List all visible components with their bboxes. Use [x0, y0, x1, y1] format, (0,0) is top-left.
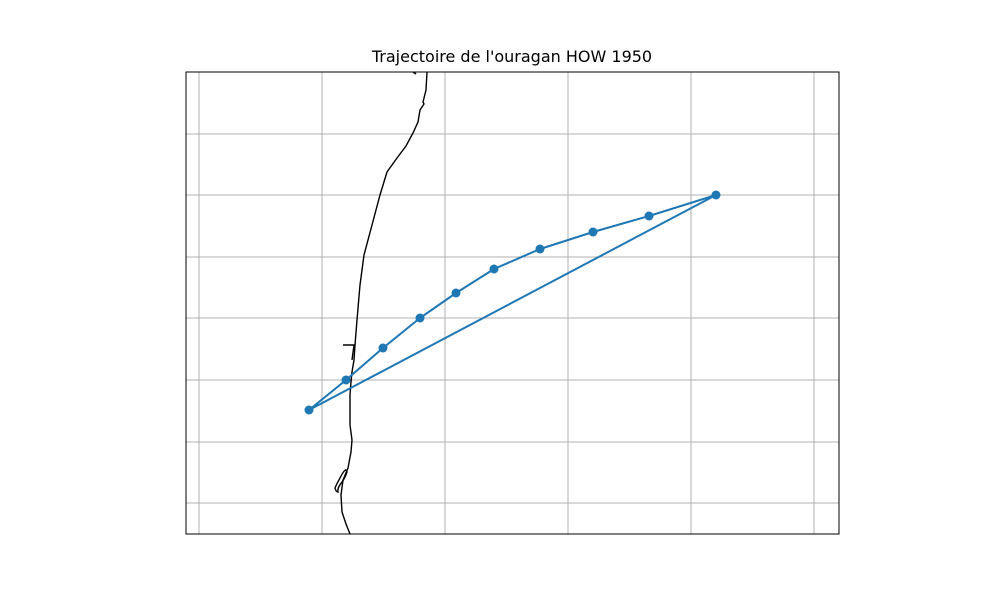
track-point	[378, 343, 388, 353]
track-point	[451, 288, 461, 298]
track-point	[644, 211, 654, 221]
track-point	[588, 227, 598, 237]
track-line	[308, 194, 717, 411]
track-point	[535, 244, 545, 254]
coastline-main	[340, 71, 428, 535]
map-gridlines	[186, 72, 839, 534]
hurricane-track	[304, 190, 721, 415]
track-point	[341, 375, 351, 385]
track-point	[415, 313, 425, 323]
track-point	[711, 190, 721, 200]
coastline-island	[334, 469, 348, 493]
track-point	[304, 405, 314, 415]
coastline	[334, 71, 428, 535]
coastline-inlet	[343, 344, 355, 361]
map-frame	[185, 71, 840, 535]
map-title: Trajectoire de l'ouragan HOW 1950	[371, 47, 653, 66]
track-point	[489, 264, 499, 274]
